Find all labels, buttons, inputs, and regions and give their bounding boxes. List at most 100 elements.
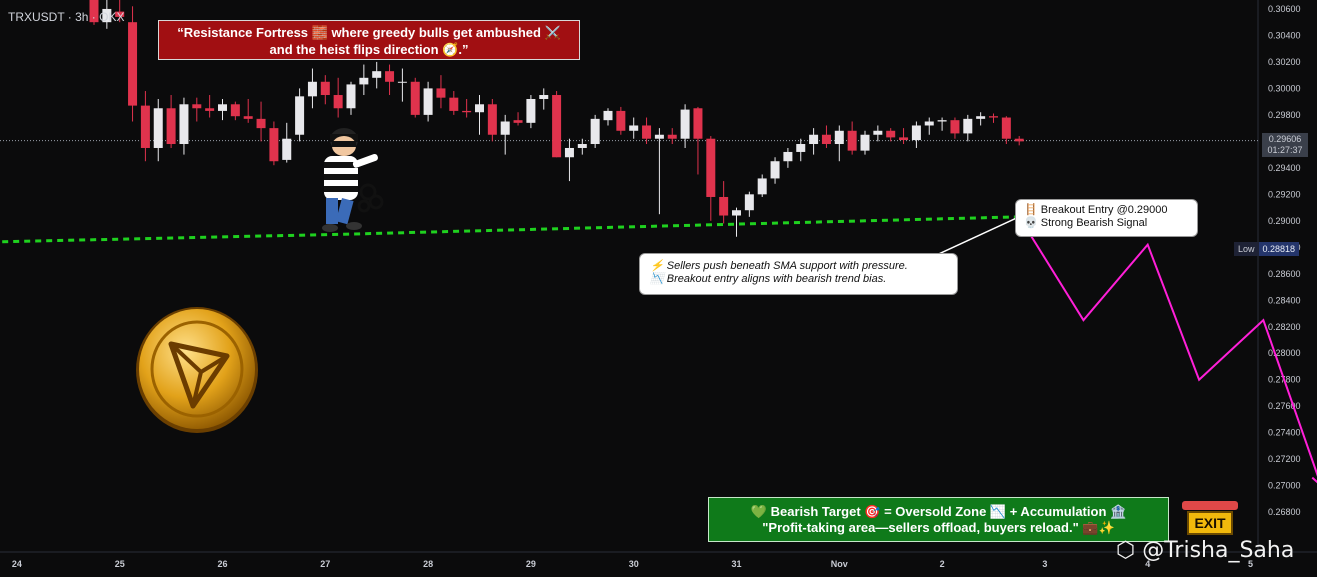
bearish-target-annotation: 💚 Bearish Target 🎯 = Oversold Zone 📉 + A…: [708, 497, 1169, 542]
x-tick-label: 28: [423, 559, 433, 569]
candle-body-up: [564, 147, 574, 158]
exit-sign-plate: EXIT: [1187, 511, 1233, 535]
candle-body-up: [475, 104, 484, 113]
candle-body-up: [295, 96, 305, 135]
y-tick-label: 0.26800: [1268, 507, 1301, 517]
y-tick-label: 0.28200: [1268, 322, 1301, 332]
candle-body-up: [629, 125, 639, 131]
candle-body-up: [924, 121, 934, 126]
candle-body-down: [1001, 117, 1011, 139]
thief-mascot-icon: [322, 128, 384, 232]
y-tick-label: 0.27200: [1268, 454, 1301, 464]
sma-support-line: [0, 215, 1020, 244]
y-tick-label: 0.29800: [1268, 110, 1301, 120]
low-price-tag: Low 0.28818: [1234, 242, 1300, 256]
candle-body-down: [706, 138, 716, 197]
candle-body-down: [410, 81, 420, 115]
sellers-callout-pointer: [929, 216, 1020, 259]
candle-body-down: [436, 88, 446, 98]
candle-body-down: [513, 120, 523, 123]
low-label: Low: [1234, 242, 1259, 256]
y-tick-label: 0.30000: [1268, 83, 1301, 93]
candle-body-down: [886, 130, 896, 138]
y-tick-label: 0.27400: [1268, 428, 1301, 438]
candle-body-up: [218, 104, 227, 111]
candle-body-up: [963, 118, 973, 134]
candle-body-down: [693, 108, 703, 139]
symbol-label[interactable]: TRXUSDT · 3h · OKX: [8, 10, 125, 24]
candle-body-down: [115, 11, 125, 17]
exit-sign-icon: EXIT: [1182, 501, 1238, 535]
y-tick-label: 0.27600: [1268, 401, 1301, 411]
candle-body-down: [642, 125, 652, 139]
candle-body-down: [667, 134, 677, 139]
sellers-callout-line-1: ⚡ Sellers push beneath SMA support with …: [650, 260, 908, 272]
candle-body-down: [128, 22, 138, 106]
entry-callout-line-2: 💀 Strong Bearish Signal: [1024, 217, 1148, 229]
candle-body-up: [179, 104, 189, 145]
candle-body-down: [552, 95, 562, 158]
candle-body-up: [732, 210, 741, 216]
candle-body-down: [256, 118, 266, 129]
candle-body-up: [102, 8, 112, 23]
y-tick-label: 0.29400: [1268, 163, 1301, 173]
candle-body-up: [770, 161, 780, 179]
y-tick-label: 0.29000: [1268, 216, 1301, 226]
candle-body-down: [462, 110, 472, 113]
candle-body-up: [590, 118, 600, 145]
resistance-line-2: and the heist flips direction 🧭.”: [269, 42, 469, 57]
candle-body-up: [153, 108, 163, 148]
x-tick-label: 27: [320, 559, 330, 569]
candle-body-down: [487, 104, 497, 135]
candle-body-down: [899, 137, 909, 141]
candle-body-up: [834, 130, 844, 145]
candle-body-up: [860, 134, 870, 151]
y-tick-label: 0.28400: [1268, 295, 1301, 305]
y-tick-label: 0.30200: [1268, 57, 1301, 67]
candle-body-down: [140, 105, 150, 148]
entry-callout-line-1: 🪜 Breakout Entry @0.29000: [1024, 204, 1168, 216]
candle-body-up: [397, 81, 407, 83]
candle-body-up: [603, 110, 613, 121]
resistance-annotation: “Resistance Fortress 🧱 where greedy bull…: [158, 20, 580, 60]
y-tick-label: 0.30400: [1268, 30, 1301, 40]
x-tick-label: 31: [731, 559, 741, 569]
current-price-tag: 0.29606 01:27:37: [1262, 133, 1308, 157]
y-tick-label: 0.27000: [1268, 481, 1301, 491]
projection-arrowhead: [1311, 476, 1317, 484]
candle-body-down: [1014, 138, 1024, 142]
x-tick-label: 5: [1248, 559, 1253, 569]
candle-body-up: [937, 120, 947, 122]
candle-body-down: [950, 120, 960, 134]
tron-coin-icon: [136, 307, 258, 433]
candle-body-down: [269, 128, 279, 162]
candle-body-up: [796, 144, 806, 152]
x-tick-label: 25: [115, 559, 125, 569]
candle-body-up: [346, 84, 356, 109]
sellers-pressure-callout: ⚡ Sellers push beneath SMA support with …: [640, 254, 957, 294]
x-tick-label: 30: [629, 559, 639, 569]
author-watermark: ⬡ @Trisha_Saha: [1116, 538, 1295, 563]
x-tick-label: 4: [1145, 559, 1150, 569]
x-tick-label: 26: [217, 559, 227, 569]
candle-body-up: [423, 88, 433, 115]
candle-body-up: [976, 116, 986, 119]
low-value: 0.28818: [1258, 242, 1300, 256]
candle-body-down: [230, 104, 240, 117]
candle-body-down: [719, 196, 729, 216]
candle-body-up: [757, 178, 767, 195]
y-tick-label: 0.28600: [1268, 269, 1301, 279]
current-price-value: 0.29606: [1268, 134, 1302, 144]
target-line-1: 💚 Bearish Target 🎯 = Oversold Zone 📉 + A…: [750, 504, 1127, 519]
y-tick-label: 0.30600: [1268, 4, 1301, 14]
candle-body-down: [385, 71, 395, 82]
candle-body-down: [320, 81, 330, 96]
candle-body-up: [539, 95, 549, 99]
candle-body-up: [359, 77, 369, 85]
breakout-entry-callout: 🪜 Breakout Entry @0.29000 💀 Strong Beari…: [1016, 200, 1197, 236]
candle-body-up: [307, 81, 317, 97]
countdown-value: 01:27:37: [1267, 145, 1303, 155]
candle-body-down: [616, 110, 626, 131]
candle-body-down: [847, 130, 857, 151]
exit-sign-bar: [1182, 501, 1238, 510]
